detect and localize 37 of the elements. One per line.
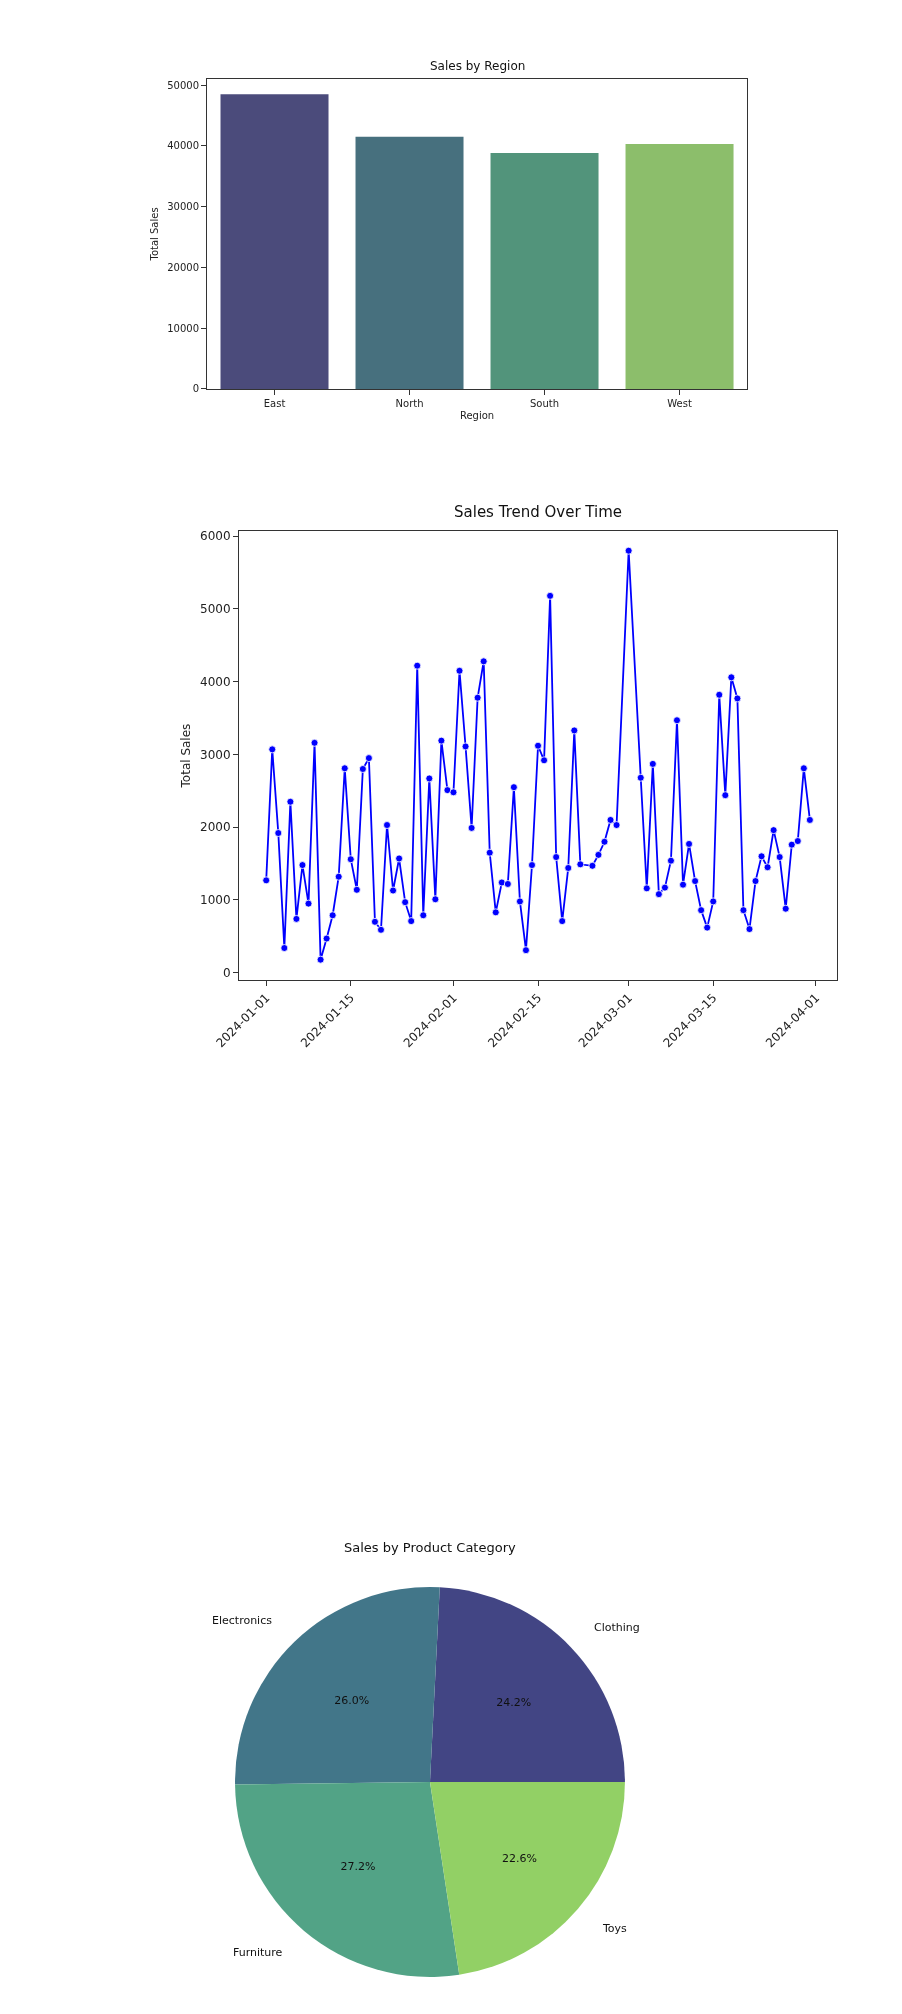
chart-title: Sales by Region: [430, 59, 526, 73]
bar: [625, 143, 734, 389]
data-label: 27.2%: [340, 1860, 376, 1874]
pie-slice: [429, 1781, 625, 1975]
slice-label: Toys: [602, 1922, 628, 1935]
y-tick-label: 5000: [200, 602, 231, 617]
y-axis-title: Total Sales: [149, 207, 161, 262]
chart-title: Sales Trend Over Time: [454, 503, 623, 521]
pie-slice: [235, 1781, 460, 1977]
y-tick-label: 20000: [167, 261, 200, 273]
y-tick-label: 6000: [200, 529, 231, 544]
x-tick-label: South: [530, 397, 560, 409]
x-tick-label: North: [395, 397, 424, 409]
x-axis-title: Region: [459, 410, 495, 422]
y-tick-label: 4000: [200, 674, 231, 689]
y-axis-title: Total Sales: [179, 723, 194, 789]
y-tick-label: 3000: [200, 747, 231, 762]
slice-label: Electronics: [212, 1614, 273, 1627]
data-label: 26.0%: [334, 1694, 370, 1708]
y-tick-label: 2000: [200, 820, 231, 835]
slice-label: Clothing: [594, 1621, 640, 1634]
bar: [220, 94, 329, 389]
y-tick-label: 50000: [167, 79, 200, 91]
y-tick-label: 0: [192, 383, 200, 395]
bar: [490, 153, 599, 389]
y-tick-label: 10000: [167, 322, 200, 334]
y-tick-label: 0: [222, 965, 231, 980]
x-tick-label: East: [263, 397, 286, 409]
data-label: 24.2%: [496, 1695, 532, 1709]
bar: [355, 136, 464, 389]
y-tick-label: 40000: [167, 140, 200, 152]
data-label: 22.6%: [502, 1852, 537, 1866]
y-tick-label: 30000: [167, 201, 200, 213]
chart-title: Sales by Product Category: [344, 1540, 516, 1555]
slice-label: Furniture: [233, 1946, 283, 1959]
y-tick-label: 1000: [200, 893, 231, 908]
x-tick-label: West: [667, 397, 692, 409]
